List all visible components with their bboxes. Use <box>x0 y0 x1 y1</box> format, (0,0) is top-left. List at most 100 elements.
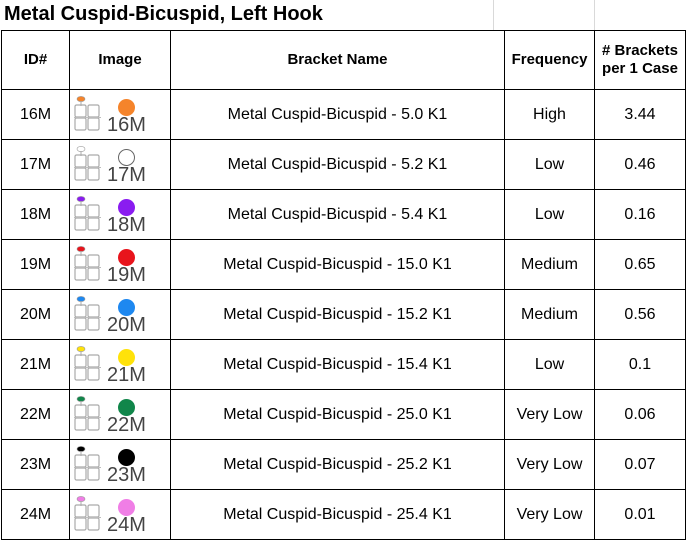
bracket-icon <box>74 345 101 381</box>
table-row: 21M 21M Metal Cuspid-Bicuspid - 15.4 K1 … <box>1 339 686 390</box>
cell-image: 18M <box>69 189 171 240</box>
bracket-thumbnail: 21M <box>71 342 161 388</box>
cell-bracket-name: Metal Cuspid-Bicuspid - 25.2 K1 <box>170 439 505 490</box>
header-image: Image <box>69 30 171 90</box>
cell-brackets-per-case: 0.46 <box>594 139 686 190</box>
cell-frequency: Medium <box>504 239 595 290</box>
color-dot <box>118 348 135 366</box>
bracket-icon <box>74 95 101 131</box>
cell-id: 17M <box>1 139 70 190</box>
table-row: 23M 23M Metal Cuspid-Bicuspid - 25.2 K1 … <box>1 439 686 490</box>
table-row: 16M 16M Metal Cuspid-Bicuspid - 5.0 K1 H… <box>1 89 686 140</box>
cell-bracket-name: Metal Cuspid-Bicuspid - 25.0 K1 <box>170 389 505 440</box>
cell-image: 23M <box>69 439 171 490</box>
gridline <box>594 0 595 30</box>
color-dot <box>118 498 135 516</box>
bracket-icon <box>74 245 101 281</box>
table-row: 20M 20M Metal Cuspid-Bicuspid - 15.2 K1 … <box>1 289 686 340</box>
bracket-code: 18M <box>107 213 146 236</box>
table-row: 18M 18M Metal Cuspid-Bicuspid - 5.4 K1 L… <box>1 189 686 240</box>
table-row: 17M 17M Metal Cuspid-Bicuspid - 5.2 K1 L… <box>1 139 686 190</box>
bracket-code: 17M <box>107 163 146 186</box>
cell-frequency: High <box>504 89 595 140</box>
cell-id: 16M <box>1 89 70 140</box>
cell-brackets-per-case: 0.16 <box>594 189 686 240</box>
cell-id: 19M <box>1 239 70 290</box>
header-brackets-line1: # Brackets <box>602 42 678 59</box>
cell-image: 20M <box>69 289 171 340</box>
bracket-thumbnail: 20M <box>71 292 161 338</box>
bracket-thumbnail: 17M <box>71 142 161 188</box>
bracket-code: 20M <box>107 313 146 336</box>
color-dot <box>118 98 135 116</box>
bracket-code: 19M <box>107 263 146 286</box>
bracket-table: ID# Image Bracket Name Frequency # Brack… <box>1 30 686 540</box>
cell-brackets-per-case: 0.01 <box>594 489 686 540</box>
color-dot <box>118 198 135 216</box>
cell-image: 24M <box>69 489 171 540</box>
header-frequency: Frequency <box>504 30 595 90</box>
color-dot <box>118 148 135 166</box>
cell-brackets-per-case: 0.06 <box>594 389 686 440</box>
table-body: 16M 16M Metal Cuspid-Bicuspid - 5.0 K1 H… <box>1 89 686 540</box>
cell-id: 23M <box>1 439 70 490</box>
cell-frequency: Low <box>504 339 595 390</box>
bracket-icon <box>74 145 101 181</box>
cell-frequency: Low <box>504 139 595 190</box>
bracket-icon <box>74 195 101 231</box>
cell-brackets-per-case: 0.1 <box>594 339 686 390</box>
cell-bracket-name: Metal Cuspid-Bicuspid - 15.2 K1 <box>170 289 505 340</box>
color-dot <box>118 448 135 466</box>
header-bracket-name: Bracket Name <box>170 30 505 90</box>
cell-id: 24M <box>1 489 70 540</box>
gridline <box>493 0 494 30</box>
cell-frequency: Low <box>504 189 595 240</box>
cell-id: 20M <box>1 289 70 340</box>
bracket-code: 21M <box>107 363 146 386</box>
cell-brackets-per-case: 0.65 <box>594 239 686 290</box>
color-dot <box>118 248 135 266</box>
cell-bracket-name: Metal Cuspid-Bicuspid - 25.4 K1 <box>170 489 505 540</box>
cell-image: 21M <box>69 339 171 390</box>
header-row: ID# Image Bracket Name Frequency # Brack… <box>1 30 686 90</box>
bracket-icon <box>74 445 101 481</box>
bracket-thumbnail: 24M <box>71 492 161 538</box>
bracket-code: 16M <box>107 113 146 136</box>
cell-bracket-name: Metal Cuspid-Bicuspid - 5.2 K1 <box>170 139 505 190</box>
cell-bracket-name: Metal Cuspid-Bicuspid - 15.0 K1 <box>170 239 505 290</box>
bracket-thumbnail: 19M <box>71 242 161 288</box>
cell-brackets-per-case: 0.07 <box>594 439 686 490</box>
cell-frequency: Very Low <box>504 439 595 490</box>
cell-brackets-per-case: 3.44 <box>594 89 686 140</box>
cell-frequency: Very Low <box>504 489 595 540</box>
title-bar: Metal Cuspid-Bicuspid, Left Hook <box>0 0 688 30</box>
cell-brackets-per-case: 0.56 <box>594 289 686 340</box>
bracket-code: 23M <box>107 463 146 486</box>
cell-frequency: Very Low <box>504 389 595 440</box>
bracket-code: 24M <box>107 513 146 536</box>
header-id: ID# <box>1 30 70 90</box>
table-row: 24M 24M Metal Cuspid-Bicuspid - 25.4 K1 … <box>1 489 686 540</box>
cell-image: 17M <box>69 139 171 190</box>
bracket-thumbnail: 18M <box>71 192 161 238</box>
cell-frequency: Medium <box>504 289 595 340</box>
cell-bracket-name: Metal Cuspid-Bicuspid - 15.4 K1 <box>170 339 505 390</box>
bracket-icon <box>74 395 101 431</box>
sheet-title: Metal Cuspid-Bicuspid, Left Hook <box>4 3 323 25</box>
cell-id: 18M <box>1 189 70 240</box>
bracket-thumbnail: 23M <box>71 442 161 488</box>
table-row: 22M 22M Metal Cuspid-Bicuspid - 25.0 K1 … <box>1 389 686 440</box>
bracket-thumbnail: 22M <box>71 392 161 438</box>
bracket-code: 22M <box>107 413 146 436</box>
color-dot <box>118 398 135 416</box>
cell-image: 22M <box>69 389 171 440</box>
cell-bracket-name: Metal Cuspid-Bicuspid - 5.4 K1 <box>170 189 505 240</box>
cell-bracket-name: Metal Cuspid-Bicuspid - 5.0 K1 <box>170 89 505 140</box>
bracket-icon <box>74 295 101 331</box>
cell-id: 21M <box>1 339 70 390</box>
table-row: 19M 19M Metal Cuspid-Bicuspid - 15.0 K1 … <box>1 239 686 290</box>
cell-image: 19M <box>69 239 171 290</box>
bracket-thumbnail: 16M <box>71 92 161 138</box>
bracket-icon <box>74 495 101 531</box>
header-brackets-line2: per 1 Case <box>602 60 678 77</box>
